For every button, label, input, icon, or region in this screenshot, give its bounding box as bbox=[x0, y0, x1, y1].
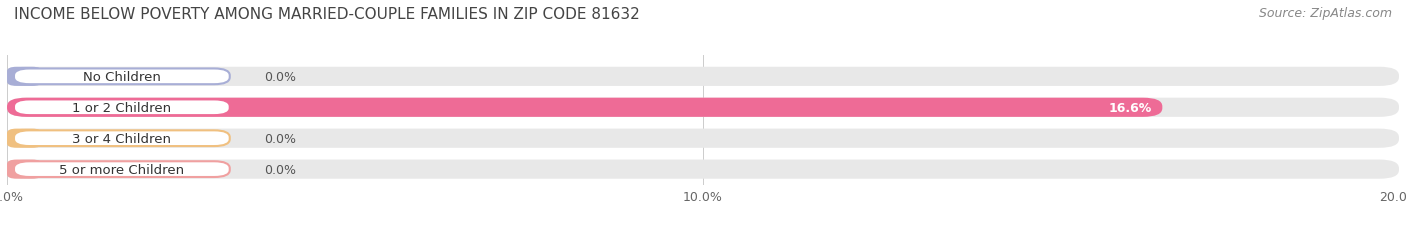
FancyBboxPatch shape bbox=[14, 131, 229, 146]
FancyBboxPatch shape bbox=[7, 67, 1399, 87]
FancyBboxPatch shape bbox=[14, 69, 229, 85]
FancyBboxPatch shape bbox=[7, 160, 1399, 179]
Text: 16.6%: 16.6% bbox=[1109, 101, 1152, 114]
FancyBboxPatch shape bbox=[7, 129, 1399, 148]
Text: No Children: No Children bbox=[83, 70, 160, 83]
FancyBboxPatch shape bbox=[7, 160, 42, 179]
Text: 0.0%: 0.0% bbox=[264, 163, 297, 176]
FancyBboxPatch shape bbox=[7, 98, 1163, 117]
Text: 0.0%: 0.0% bbox=[264, 70, 297, 83]
Text: 5 or more Children: 5 or more Children bbox=[59, 163, 184, 176]
FancyBboxPatch shape bbox=[7, 98, 1399, 117]
Text: 3 or 4 Children: 3 or 4 Children bbox=[72, 132, 172, 145]
Text: Source: ZipAtlas.com: Source: ZipAtlas.com bbox=[1258, 7, 1392, 20]
Text: 0.0%: 0.0% bbox=[264, 132, 297, 145]
FancyBboxPatch shape bbox=[7, 67, 42, 87]
FancyBboxPatch shape bbox=[7, 129, 42, 148]
FancyBboxPatch shape bbox=[14, 100, 229, 116]
Text: INCOME BELOW POVERTY AMONG MARRIED-COUPLE FAMILIES IN ZIP CODE 81632: INCOME BELOW POVERTY AMONG MARRIED-COUPL… bbox=[14, 7, 640, 22]
FancyBboxPatch shape bbox=[14, 161, 229, 177]
Text: 1 or 2 Children: 1 or 2 Children bbox=[72, 101, 172, 114]
